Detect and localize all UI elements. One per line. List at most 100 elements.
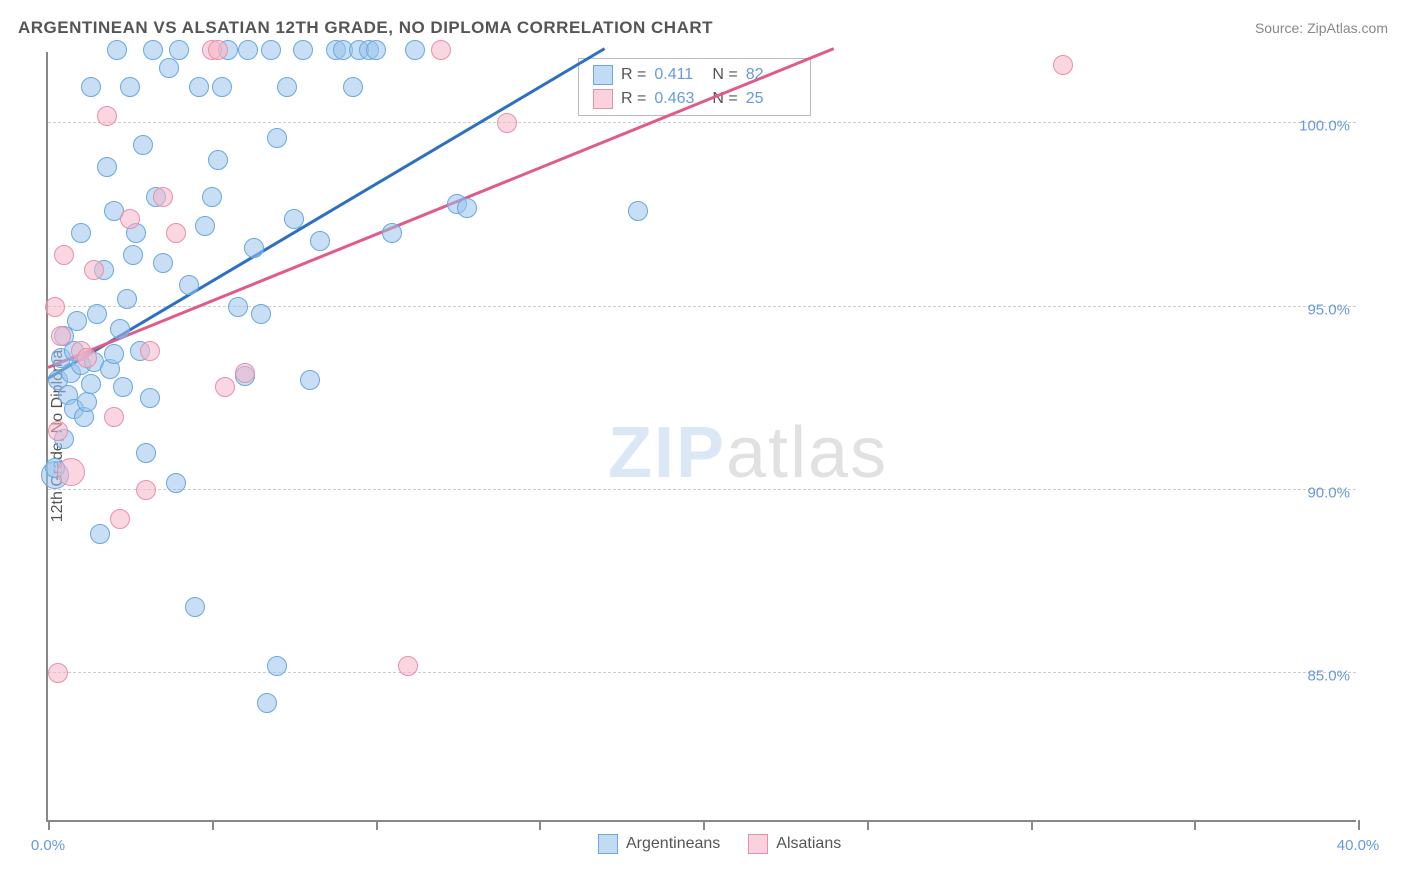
data-point xyxy=(97,157,117,177)
data-point xyxy=(77,392,97,412)
n-value-pink: 25 xyxy=(746,90,796,108)
data-point xyxy=(153,187,173,207)
watermark-zip: ZIP xyxy=(608,413,726,493)
data-point xyxy=(81,374,101,394)
data-point xyxy=(110,319,130,339)
data-point xyxy=(310,231,330,251)
data-point xyxy=(166,223,186,243)
data-point xyxy=(117,289,137,309)
r-label: R = xyxy=(621,90,646,108)
xtick xyxy=(1358,820,1360,830)
data-point xyxy=(133,135,153,155)
data-point xyxy=(153,253,173,273)
xtick xyxy=(867,820,869,830)
watermark: ZIPatlas xyxy=(608,412,888,494)
xtick xyxy=(703,820,705,830)
legend-label-alsatians: Alsatians xyxy=(776,835,841,853)
data-point xyxy=(405,40,425,60)
xtick xyxy=(1194,820,1196,830)
swatch-pink-icon xyxy=(748,834,768,854)
legend-label-argentineans: Argentineans xyxy=(626,835,720,853)
xtick-label: 0.0% xyxy=(31,837,65,854)
data-point xyxy=(51,326,71,346)
source-label: Source: ZipAtlas.com xyxy=(1255,20,1388,36)
data-point xyxy=(71,223,91,243)
xtick xyxy=(48,820,50,830)
n-label: N = xyxy=(712,66,737,84)
data-point xyxy=(267,128,287,148)
trend-line xyxy=(47,47,834,369)
data-point xyxy=(257,693,277,713)
data-point xyxy=(143,40,163,60)
data-point xyxy=(343,77,363,97)
data-point xyxy=(244,238,264,258)
stats-legend-row: R = 0.463 N = 25 xyxy=(579,87,810,111)
data-point xyxy=(84,260,104,280)
data-point xyxy=(136,480,156,500)
data-point xyxy=(54,245,74,265)
data-point xyxy=(202,187,222,207)
gridline-h xyxy=(48,122,1356,123)
gridline-h xyxy=(48,489,1356,490)
data-point xyxy=(123,245,143,265)
data-point xyxy=(628,201,648,221)
data-point xyxy=(110,509,130,529)
data-point xyxy=(136,443,156,463)
data-point xyxy=(300,370,320,390)
gridline-h xyxy=(48,672,1356,673)
data-point xyxy=(90,524,110,544)
data-point xyxy=(366,40,386,60)
data-point xyxy=(166,473,186,493)
ytick-label: 100.0% xyxy=(1299,118,1350,135)
xtick xyxy=(376,820,378,830)
swatch-blue-icon xyxy=(598,834,618,854)
data-point xyxy=(159,58,179,78)
data-point xyxy=(81,77,101,97)
data-point xyxy=(1053,55,1073,75)
data-point xyxy=(235,363,255,383)
data-point xyxy=(113,377,133,397)
data-point xyxy=(120,209,140,229)
r-value-blue: 0.411 xyxy=(654,66,704,84)
r-label: R = xyxy=(621,66,646,84)
data-point xyxy=(228,297,248,317)
xtick xyxy=(212,820,214,830)
swatch-pink-icon xyxy=(593,89,613,109)
data-point xyxy=(267,656,287,676)
data-point xyxy=(277,77,297,97)
data-point xyxy=(104,407,124,427)
series-legend: Argentineans Alsatians xyxy=(598,834,841,854)
watermark-atlas: atlas xyxy=(726,413,888,493)
data-point xyxy=(261,40,281,60)
data-point xyxy=(104,344,124,364)
data-point xyxy=(431,40,451,60)
data-point xyxy=(208,40,228,60)
data-point xyxy=(57,458,85,486)
xtick xyxy=(1031,820,1033,830)
data-point xyxy=(497,113,517,133)
data-point xyxy=(77,348,97,368)
legend-item: Alsatians xyxy=(748,834,841,854)
data-point xyxy=(179,275,199,295)
data-point xyxy=(189,77,209,97)
data-point xyxy=(195,216,215,236)
data-point xyxy=(48,421,68,441)
swatch-blue-icon xyxy=(593,65,613,85)
data-point xyxy=(293,40,313,60)
data-point xyxy=(208,150,228,170)
ytick-label: 85.0% xyxy=(1307,668,1350,685)
data-point xyxy=(457,198,477,218)
stats-legend: R = 0.411 N = 82 R = 0.463 N = 25 xyxy=(578,58,811,116)
stats-legend-row: R = 0.411 N = 82 xyxy=(579,63,810,87)
data-point xyxy=(284,209,304,229)
xtick-label: 40.0% xyxy=(1337,837,1380,854)
data-point xyxy=(238,40,258,60)
chart-title: ARGENTINEAN VS ALSATIAN 12TH GRADE, NO D… xyxy=(18,18,713,38)
data-point xyxy=(185,597,205,617)
data-point xyxy=(120,77,140,97)
data-point xyxy=(140,341,160,361)
data-point xyxy=(398,656,418,676)
data-point xyxy=(97,106,117,126)
data-point xyxy=(87,304,107,324)
ytick-label: 95.0% xyxy=(1307,301,1350,318)
